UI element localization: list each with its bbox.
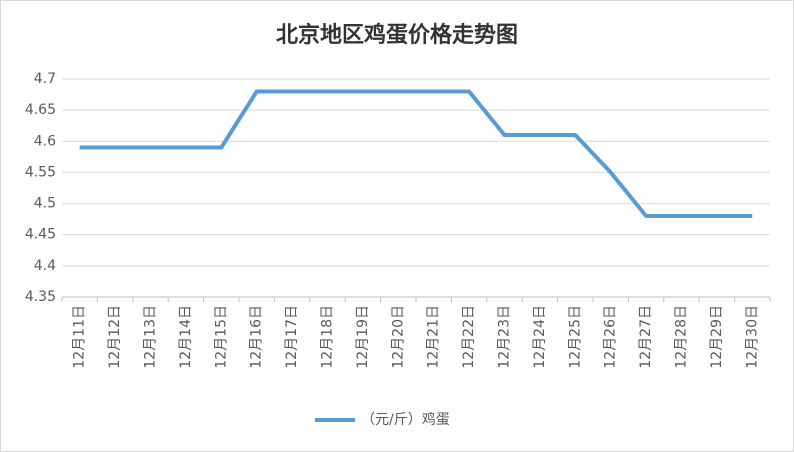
x-tick-label: 12月27日 — [638, 305, 654, 369]
y-tick-label: 4.65 — [25, 102, 56, 118]
x-tick-label: 12月26日 — [603, 305, 619, 369]
x-tick-label: 12月20日 — [390, 305, 406, 369]
x-tick-label: 12月18日 — [320, 305, 336, 369]
chart-title: 北京地区鸡蛋价格走势图 — [276, 22, 518, 48]
x-tick-label: 12月28日 — [674, 305, 690, 369]
x-tick-label: 12月12日 — [107, 305, 123, 369]
y-tick-label: 4.6 — [34, 133, 56, 149]
x-tick-label: 12月21日 — [426, 305, 442, 369]
legend-label: （元/斤）鸡蛋 — [361, 411, 450, 428]
x-tick-label: 12月23日 — [497, 305, 513, 369]
x-tick-label: 12月22日 — [461, 305, 477, 369]
x-tick-label: 12月25日 — [567, 305, 583, 369]
y-tick-label: 4.4 — [34, 258, 56, 274]
x-tick-label: 12月17日 — [284, 305, 300, 369]
y-tick-label: 4.7 — [34, 71, 56, 87]
x-tick-label: 12月13日 — [143, 305, 159, 369]
x-tick-label: 12月11日 — [72, 305, 88, 369]
y-tick-label: 4.35 — [25, 289, 56, 305]
x-tick-label: 12月30日 — [744, 305, 760, 369]
x-tick-label: 12月15日 — [213, 305, 229, 369]
y-tick-label: 4.45 — [25, 227, 56, 243]
y-tick-label: 4.55 — [25, 164, 56, 180]
x-tick-label: 12月29日 — [709, 305, 725, 369]
x-tick-label: 12月24日 — [532, 305, 548, 369]
line-series — [79, 89, 753, 219]
x-tick-label: 12月16日 — [249, 305, 265, 369]
x-tick-label: 12月14日 — [178, 305, 194, 369]
y-tick-label: 4.5 — [34, 196, 56, 212]
x-tick-label: 12月19日 — [355, 305, 371, 369]
